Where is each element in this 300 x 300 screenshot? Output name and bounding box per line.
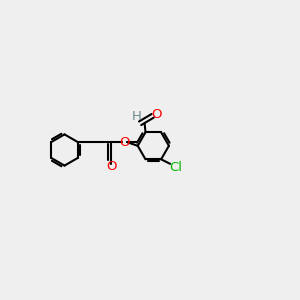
Text: O: O [119,136,130,149]
Text: Cl: Cl [169,161,183,174]
Text: O: O [152,108,162,121]
Text: O: O [106,160,116,173]
Text: H: H [132,110,141,123]
